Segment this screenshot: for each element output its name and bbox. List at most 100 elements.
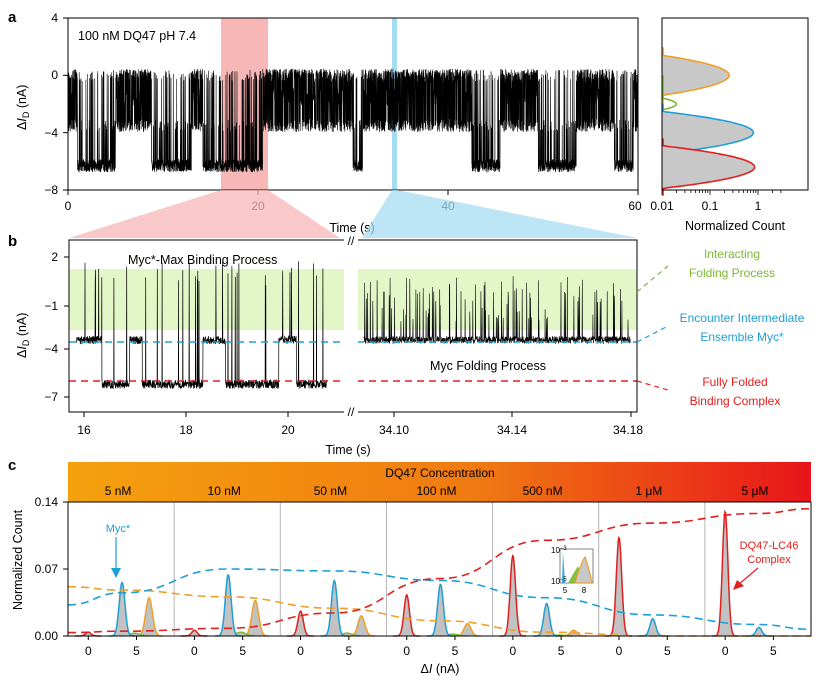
myc-star-arrowhead <box>111 568 121 578</box>
condition-annotation: 100 nM DQ47 pH 7.4 <box>78 29 196 43</box>
histogram-subplots <box>67 502 812 637</box>
x-axis-c: 0 5 0 5 0 5 0 5 0 5 0 5 0 5 <box>85 636 777 658</box>
complex-arrow <box>737 567 759 586</box>
xlabel-b: Time (s) <box>325 443 370 457</box>
folded-label-1: Fully Folded <box>702 375 767 389</box>
trace-line-b-left <box>76 261 327 390</box>
inset-xtick-5: 5 <box>563 586 568 595</box>
axis-break-bottom: // <box>348 405 355 419</box>
complex-label-2: Complex <box>747 554 791 566</box>
peak-fill-blue <box>427 584 454 636</box>
inset-ytick-2: 10−5 <box>551 577 567 586</box>
inset-log-plot: 10−3 10−5 5 8 <box>551 546 594 595</box>
panel-label-a: a <box>8 9 17 26</box>
xtick-a-0: 0 <box>65 199 72 213</box>
peak-fill-red <box>605 537 633 636</box>
hist-xtick-1: 1 <box>755 199 762 213</box>
concentration-label: 100 nM <box>416 484 456 498</box>
axes-frame-hist <box>661 17 809 191</box>
peak-fill-orange <box>241 600 269 636</box>
xtick-b-3410: 34.10 <box>379 423 409 437</box>
subplot-xtick-5: 5 <box>345 644 352 658</box>
y-axis-a: 4 0 −4 −8 ΔID (nA) <box>15 11 68 197</box>
xtick-b-3414: 34.14 <box>497 423 527 437</box>
hist-xtick-01: 0.1 <box>702 199 719 213</box>
complex-label-1: DQ47-LC46 <box>740 540 799 552</box>
subplot-xtick-5: 5 <box>452 644 459 658</box>
ytick-b-2: 2 <box>51 250 58 264</box>
peak-fill-red <box>499 555 527 636</box>
myc-star-annotation: Myc* <box>106 523 131 535</box>
trace-b-left <box>76 261 327 390</box>
hist-curve-folded <box>662 138 756 196</box>
panel-a: 100 nM DQ47 pH 7.4 4 0 −4 −8 ΔID (nA) 0 … <box>15 11 642 235</box>
panel-a-histogram: 0.01 0.1 1 Normalized Count <box>650 17 809 233</box>
hist-log-ticks <box>661 190 782 195</box>
concentration-label: 500 nM <box>523 484 563 498</box>
peak-fill-red <box>711 511 739 636</box>
concentration-label: 50 nM <box>314 484 347 498</box>
interacting-label-1: Interacting <box>704 247 760 261</box>
subplot-xtick-5: 5 <box>664 644 671 658</box>
subplot-xtick-5: 5 <box>239 644 246 658</box>
axis-break-gap <box>344 232 358 418</box>
xtick-a-60: 60 <box>628 199 642 213</box>
ytick-c-000: 0.00 <box>35 629 59 643</box>
hist-fill-folded <box>662 138 755 196</box>
concentration-bar <box>68 462 811 502</box>
peak-fill-blue <box>533 603 561 636</box>
folding-process-title: Myc Folding Process <box>430 359 546 373</box>
subplot-xtick-0: 0 <box>722 644 729 658</box>
peak-fill-blue <box>108 582 136 636</box>
concentration-label: 5 μM <box>741 484 768 498</box>
subplot-xtick-0: 0 <box>403 644 410 658</box>
complex-arrowhead <box>733 580 744 590</box>
trace-line-a <box>68 68 638 173</box>
ytick-c-014: 0.14 <box>35 495 59 509</box>
interacting-label-2: Folding Process <box>689 266 775 280</box>
hist-curve-unbound <box>662 47 730 104</box>
ylabel-c: Normalized Count <box>11 509 25 610</box>
hist-fill-myc_star <box>662 104 754 162</box>
peak-fill-red <box>287 611 315 636</box>
trend-red <box>67 507 812 634</box>
state-labels: Interacting Folding Process Encounter In… <box>636 247 805 408</box>
xlabel-c: ΔI (nA) <box>421 662 460 676</box>
panel-label-c: c <box>8 457 16 474</box>
hist-xlabel: Normalized Count <box>685 219 786 233</box>
hist-fill-unbound <box>662 47 730 104</box>
peak-fill-red <box>74 632 102 636</box>
peak-fill-blue <box>214 574 242 636</box>
axes-frame-a <box>67 17 639 191</box>
peak-fill-red <box>180 630 208 636</box>
ytick-b-m7: −7 <box>44 390 58 404</box>
subplot-xtick-0: 0 <box>191 644 198 658</box>
current-trace-a <box>68 68 638 173</box>
subplot-xtick-5: 5 <box>133 644 140 658</box>
encounter-label-1: Encounter Intermediate <box>680 311 805 325</box>
binding-process-title: Myc*-Max Binding Process <box>128 253 277 267</box>
peak-fill-red <box>393 594 421 636</box>
concentration-label: 1 μM <box>635 484 662 498</box>
xtick-b-18: 18 <box>179 423 193 437</box>
ytick-a-m4: −4 <box>44 126 58 140</box>
ytick-a-0: 0 <box>51 68 58 82</box>
trend-blue <box>67 568 812 631</box>
xtick-b-3418: 34.18 <box>613 423 643 437</box>
subplot-xtick-0: 0 <box>85 644 92 658</box>
ytick-c-007: 0.07 <box>35 562 59 576</box>
inset-xtick-8: 8 <box>582 586 587 595</box>
blue-zoom-projection <box>362 190 637 238</box>
peak-fill-blue <box>639 618 667 636</box>
xtick-b-20: 20 <box>281 423 295 437</box>
inset-ytick-1: 10−3 <box>551 546 567 555</box>
xtick-b-16: 16 <box>77 423 91 437</box>
concentration-label: 5 nM <box>105 484 132 498</box>
subplot-xtick-5: 5 <box>770 644 777 658</box>
xlabel-a: Time (s) <box>329 221 374 235</box>
hist-xtick-001: 0.01 <box>650 199 674 213</box>
ytick-a-4: 4 <box>51 11 58 25</box>
axis-break-top: // <box>348 234 355 248</box>
ylabel-b: ΔID (nA) <box>15 313 31 358</box>
subplot-xtick-5: 5 <box>558 644 565 658</box>
